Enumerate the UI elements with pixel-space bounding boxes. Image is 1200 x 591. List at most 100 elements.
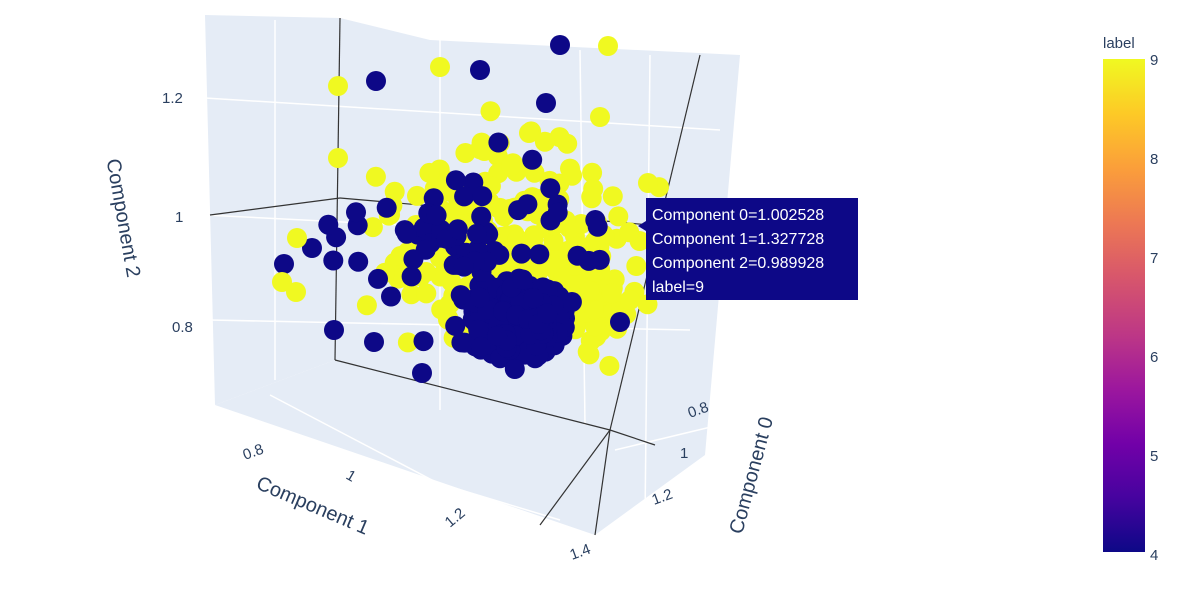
point-label-9[interactable] xyxy=(419,162,440,183)
point-label-9[interactable] xyxy=(470,139,490,160)
point-label-4[interactable] xyxy=(364,332,384,352)
point-label-4[interactable] xyxy=(470,60,490,80)
point-label-9[interactable] xyxy=(328,76,348,96)
point-label-4[interactable] xyxy=(536,93,556,113)
z-tick: 0.8 xyxy=(172,319,193,336)
point-label-4[interactable] xyxy=(561,292,582,312)
point-label-4[interactable] xyxy=(415,239,436,260)
point-label-4[interactable] xyxy=(540,178,561,199)
point-label-9[interactable] xyxy=(519,123,539,143)
y-tick: 0.8 xyxy=(241,441,266,464)
point-label-9[interactable] xyxy=(365,166,386,187)
point-label-4[interactable] xyxy=(412,363,432,383)
x-tick: 1 xyxy=(680,445,688,462)
point-label-4[interactable] xyxy=(472,186,493,207)
point-label-4[interactable] xyxy=(610,312,630,332)
hover-line: Component 2=0.989928 xyxy=(652,255,824,272)
point-label-4[interactable] xyxy=(401,266,422,287)
point-label-4[interactable] xyxy=(523,288,544,309)
point-label-4[interactable] xyxy=(487,326,508,346)
point-label-4[interactable] xyxy=(512,269,533,290)
point-label-4[interactable] xyxy=(346,202,366,223)
point-label-4[interactable] xyxy=(468,319,489,340)
point-label-9[interactable] xyxy=(416,283,437,304)
point-label-9[interactable] xyxy=(328,148,348,168)
point-label-9[interactable] xyxy=(407,185,427,206)
point-label-9[interactable] xyxy=(397,332,418,353)
point-label-4[interactable] xyxy=(454,186,475,207)
point-label-4[interactable] xyxy=(376,197,397,218)
point-label-4[interactable] xyxy=(368,268,388,289)
point-label-9[interactable] xyxy=(582,162,603,183)
point-label-4[interactable] xyxy=(467,223,487,244)
point-label-4[interactable] xyxy=(453,256,474,277)
point-label-9[interactable] xyxy=(480,101,501,122)
point-label-9[interactable] xyxy=(601,283,622,304)
z-axis-ticks: 1.2 1 0.8 xyxy=(162,90,193,336)
point-label-9[interactable] xyxy=(619,222,640,243)
point-label-4[interactable] xyxy=(447,219,468,240)
point-label-4[interactable] xyxy=(488,132,509,153)
point-label-4[interactable] xyxy=(348,251,369,272)
point-label-9[interactable] xyxy=(638,173,658,193)
colorbar-tick: 9 xyxy=(1150,52,1158,69)
hover-tooltip: Component 0=1.002528 Component 1=1.32772… xyxy=(638,198,858,300)
colorbar-tick: 5 xyxy=(1150,448,1158,465)
point-label-9[interactable] xyxy=(356,295,377,316)
point-label-4[interactable] xyxy=(413,331,434,352)
point-label-9[interactable] xyxy=(287,228,307,248)
point-label-9[interactable] xyxy=(430,57,450,77)
point-label-9[interactable] xyxy=(598,36,618,56)
data-points[interactable] xyxy=(272,35,681,383)
colorbar-tick: 7 xyxy=(1150,250,1158,267)
point-label-9[interactable] xyxy=(602,186,623,207)
point-label-9[interactable] xyxy=(599,355,620,376)
point-label-4[interactable] xyxy=(469,287,490,308)
point-label-9[interactable] xyxy=(562,165,583,186)
hover-line: Component 0=1.002528 xyxy=(652,207,824,224)
point-label-4[interactable] xyxy=(445,170,466,191)
point-label-9[interactable] xyxy=(286,282,306,302)
point-label-4[interactable] xyxy=(318,214,339,235)
point-label-4[interactable] xyxy=(324,320,344,340)
z-tick: 1 xyxy=(175,209,183,226)
point-label-4[interactable] xyxy=(445,315,466,336)
point-label-9[interactable] xyxy=(579,280,600,301)
point-label-4[interactable] xyxy=(366,71,386,91)
point-label-4[interactable] xyxy=(529,244,550,265)
point-label-9[interactable] xyxy=(501,155,521,176)
point-label-9[interactable] xyxy=(579,344,600,365)
y-tick: 1.2 xyxy=(442,505,469,531)
point-label-4[interactable] xyxy=(471,206,492,227)
point-label-4[interactable] xyxy=(511,243,532,264)
point-label-4[interactable] xyxy=(504,359,525,379)
point-label-9[interactable] xyxy=(362,217,383,238)
point-label-4[interactable] xyxy=(550,35,570,55)
point-label-4[interactable] xyxy=(517,194,538,215)
point-label-4[interactable] xyxy=(522,149,543,170)
point-label-9[interactable] xyxy=(626,256,647,276)
point-label-4[interactable] xyxy=(302,238,322,258)
point-label-4[interactable] xyxy=(426,205,447,226)
point-label-4[interactable] xyxy=(396,223,417,244)
point-label-9[interactable] xyxy=(534,131,555,152)
point-label-4[interactable] xyxy=(587,216,608,237)
point-label-9[interactable] xyxy=(620,290,640,310)
z-tick: 1.2 xyxy=(162,90,183,107)
point-label-9[interactable] xyxy=(590,107,610,127)
point-label-4[interactable] xyxy=(381,286,401,307)
point-label-9[interactable] xyxy=(384,181,405,202)
colorbar-title: label xyxy=(1103,35,1135,52)
point-label-4[interactable] xyxy=(450,285,471,306)
point-label-4[interactable] xyxy=(274,254,294,274)
point-label-4[interactable] xyxy=(470,336,491,357)
point-label-9[interactable] xyxy=(272,272,292,292)
point-label-4[interactable] xyxy=(578,250,599,271)
point-label-4[interactable] xyxy=(547,202,568,223)
point-label-4[interactable] xyxy=(537,303,558,324)
point-label-9[interactable] xyxy=(401,284,422,305)
point-label-4[interactable] xyxy=(323,250,344,271)
point-label-9[interactable] xyxy=(581,186,602,207)
point-label-9[interactable] xyxy=(608,206,629,227)
